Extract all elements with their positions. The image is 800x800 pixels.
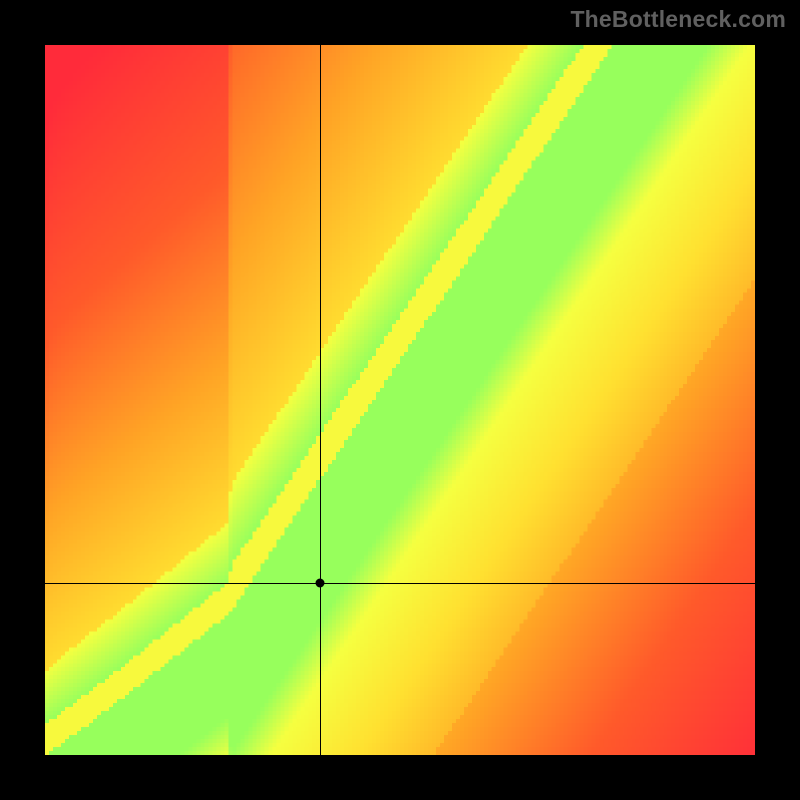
watermark-text: TheBottleneck.com bbox=[570, 6, 786, 33]
heatmap-canvas bbox=[45, 45, 755, 755]
heatmap-plot bbox=[45, 45, 755, 755]
chart-container: TheBottleneck.com bbox=[0, 0, 800, 800]
